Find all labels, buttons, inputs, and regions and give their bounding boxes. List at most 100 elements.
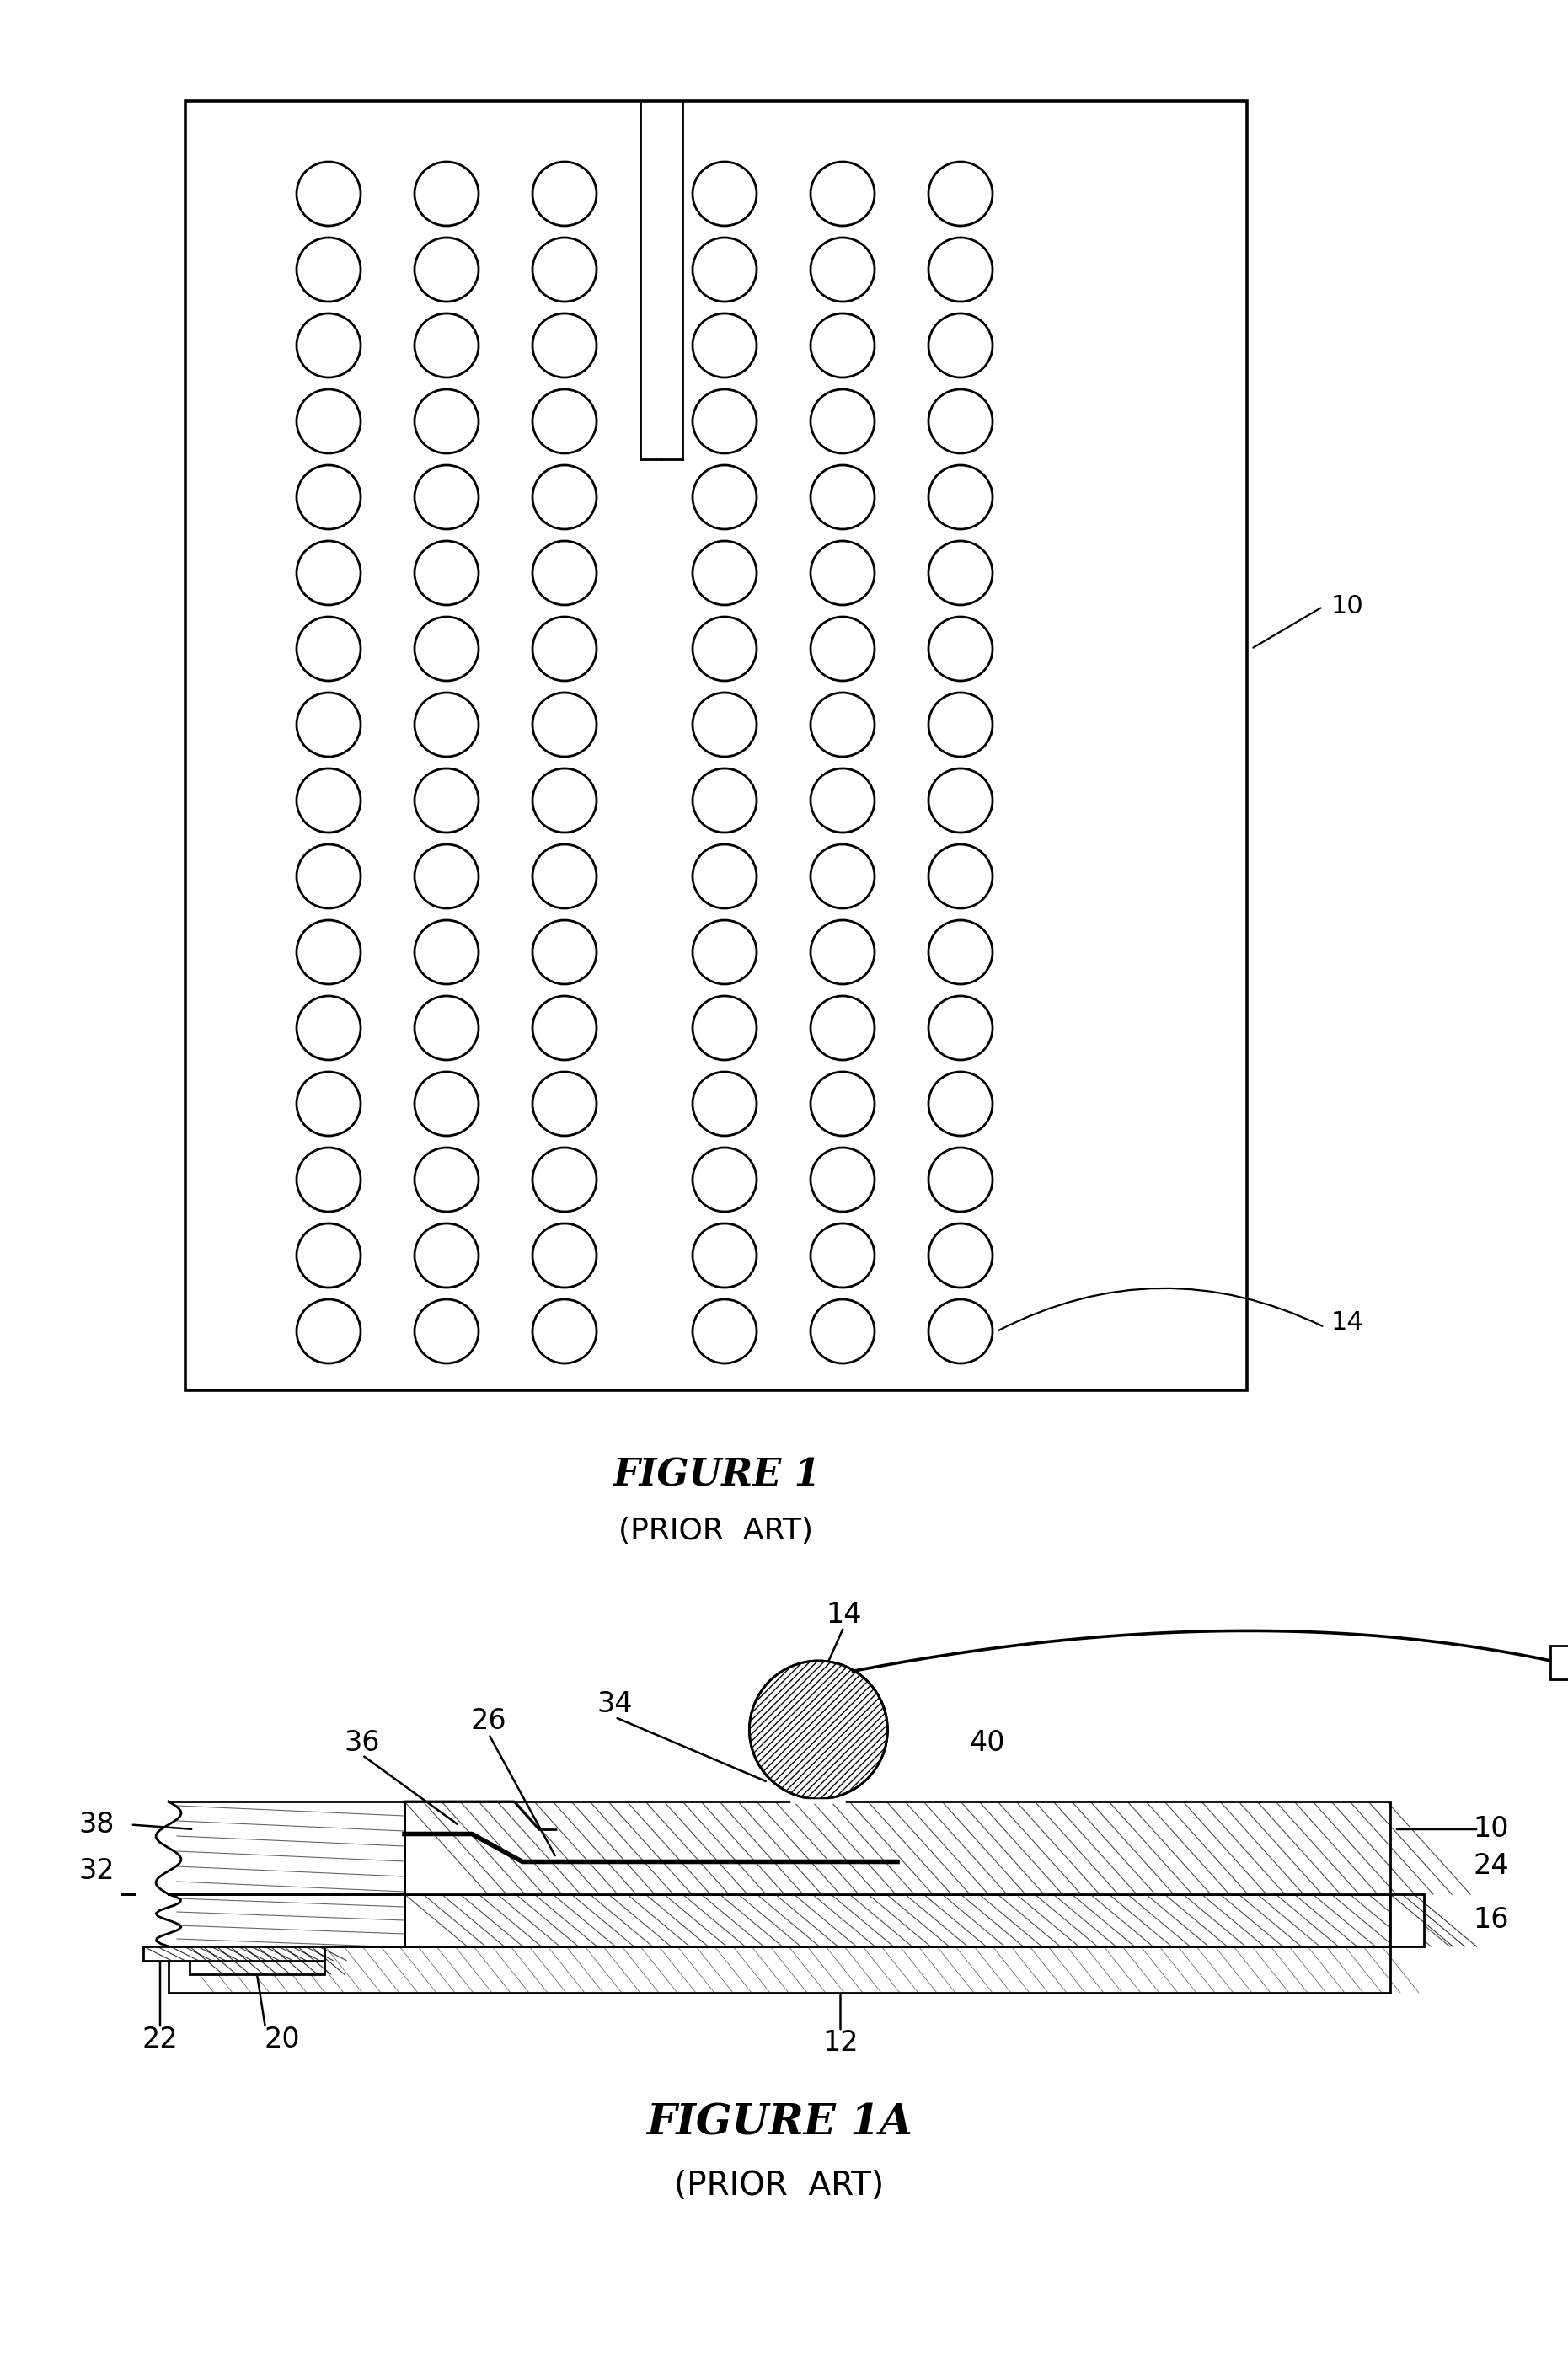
- Circle shape: [296, 1072, 361, 1136]
- Circle shape: [533, 692, 596, 756]
- Bar: [1551, 1646, 1568, 1679]
- Circle shape: [750, 1660, 887, 1799]
- Circle shape: [533, 1299, 596, 1362]
- Circle shape: [928, 767, 993, 833]
- Bar: [1391, 1894, 1424, 1945]
- Circle shape: [811, 692, 875, 756]
- Circle shape: [693, 996, 757, 1060]
- Circle shape: [296, 541, 361, 604]
- Text: 10: 10: [1474, 1816, 1510, 1844]
- Circle shape: [928, 238, 993, 302]
- Circle shape: [693, 390, 757, 453]
- Circle shape: [693, 238, 757, 302]
- Circle shape: [414, 465, 478, 529]
- Circle shape: [533, 1223, 596, 1287]
- Circle shape: [296, 163, 361, 227]
- Circle shape: [811, 163, 875, 227]
- Circle shape: [928, 616, 993, 680]
- Circle shape: [928, 996, 993, 1060]
- Circle shape: [414, 163, 478, 227]
- Text: 32: 32: [78, 1858, 114, 1884]
- Text: 20: 20: [265, 2026, 299, 2054]
- Text: 38: 38: [78, 1811, 114, 1839]
- Circle shape: [928, 541, 993, 604]
- Circle shape: [296, 767, 361, 833]
- Circle shape: [693, 845, 757, 909]
- Circle shape: [296, 996, 361, 1060]
- Circle shape: [811, 238, 875, 302]
- Bar: [143, 1945, 325, 1960]
- Circle shape: [693, 1072, 757, 1136]
- Circle shape: [811, 390, 875, 453]
- Circle shape: [296, 616, 361, 680]
- Text: 26: 26: [470, 1707, 506, 1735]
- Circle shape: [533, 616, 596, 680]
- Circle shape: [296, 845, 361, 909]
- Circle shape: [811, 616, 875, 680]
- Circle shape: [414, 390, 478, 453]
- Circle shape: [928, 845, 993, 909]
- Text: (PRIOR  ART): (PRIOR ART): [674, 2170, 884, 2203]
- Circle shape: [533, 238, 596, 302]
- Text: FIGURE 1A: FIGURE 1A: [646, 2101, 913, 2144]
- Circle shape: [414, 692, 478, 756]
- Text: (PRIOR  ART): (PRIOR ART): [619, 1516, 814, 1546]
- Circle shape: [296, 1299, 361, 1362]
- Circle shape: [414, 767, 478, 833]
- Bar: [190, 1945, 325, 1974]
- Circle shape: [811, 465, 875, 529]
- Circle shape: [693, 616, 757, 680]
- Circle shape: [533, 541, 596, 604]
- Bar: [185, 102, 1247, 1391]
- Circle shape: [414, 1299, 478, 1362]
- Text: 14: 14: [1331, 1310, 1364, 1334]
- Circle shape: [928, 163, 993, 227]
- Circle shape: [693, 163, 757, 227]
- Circle shape: [533, 314, 596, 378]
- Circle shape: [296, 921, 361, 985]
- Text: 22: 22: [143, 2026, 179, 2054]
- Circle shape: [811, 845, 875, 909]
- Circle shape: [693, 314, 757, 378]
- Circle shape: [693, 465, 757, 529]
- Circle shape: [693, 1223, 757, 1287]
- Circle shape: [414, 1147, 478, 1211]
- Circle shape: [533, 921, 596, 985]
- Circle shape: [811, 921, 875, 985]
- Circle shape: [296, 390, 361, 453]
- Circle shape: [811, 1147, 875, 1211]
- Circle shape: [811, 1072, 875, 1136]
- Circle shape: [414, 845, 478, 909]
- Circle shape: [928, 1072, 993, 1136]
- Circle shape: [414, 996, 478, 1060]
- Circle shape: [296, 314, 361, 378]
- Circle shape: [811, 996, 875, 1060]
- Circle shape: [928, 1147, 993, 1211]
- Bar: [405, 1894, 1391, 1945]
- Circle shape: [533, 996, 596, 1060]
- Circle shape: [414, 238, 478, 302]
- Circle shape: [693, 692, 757, 756]
- Polygon shape: [155, 1801, 405, 1894]
- Circle shape: [533, 1147, 596, 1211]
- Text: 34: 34: [597, 1690, 633, 1719]
- Circle shape: [296, 238, 361, 302]
- Circle shape: [414, 314, 478, 378]
- Text: 12: 12: [823, 2030, 858, 2056]
- Circle shape: [811, 1223, 875, 1287]
- Circle shape: [296, 1223, 361, 1287]
- Circle shape: [533, 390, 596, 453]
- Circle shape: [811, 314, 875, 378]
- Circle shape: [928, 1223, 993, 1287]
- Circle shape: [693, 767, 757, 833]
- Circle shape: [533, 163, 596, 227]
- Circle shape: [928, 390, 993, 453]
- Text: 14: 14: [826, 1601, 862, 1629]
- Circle shape: [811, 767, 875, 833]
- Circle shape: [928, 1299, 993, 1362]
- Text: 10: 10: [1331, 595, 1364, 619]
- Text: 24: 24: [1474, 1853, 1510, 1879]
- Bar: [168, 1945, 1391, 1993]
- Circle shape: [296, 1147, 361, 1211]
- Circle shape: [414, 921, 478, 985]
